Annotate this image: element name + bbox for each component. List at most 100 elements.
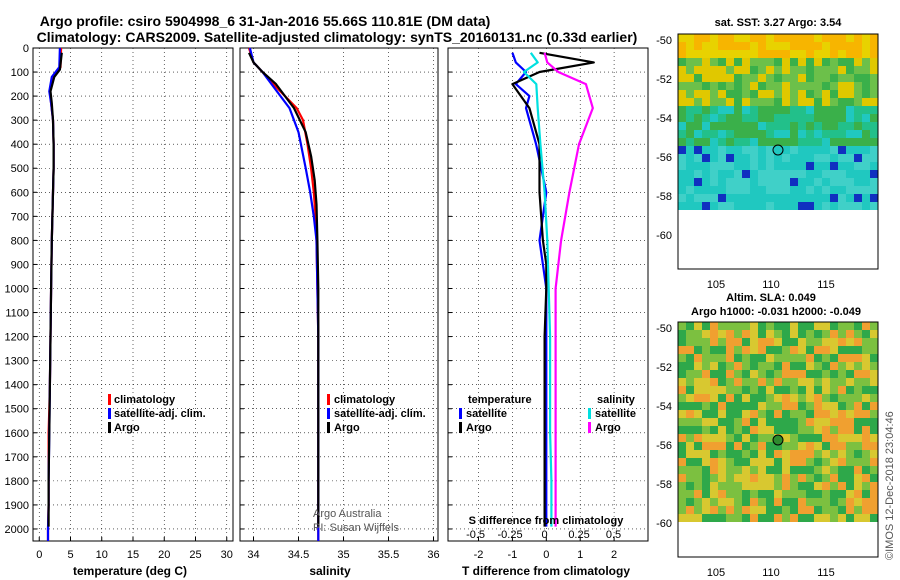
map-cell xyxy=(814,162,822,170)
lon-tick-label: 110 xyxy=(762,567,780,579)
map-cell xyxy=(686,410,694,418)
map-cell xyxy=(806,466,814,474)
map-cell xyxy=(678,394,686,402)
map-cell xyxy=(710,418,718,426)
map-cell xyxy=(734,450,742,458)
x-tick-label: 34 xyxy=(247,549,259,561)
map-cell xyxy=(718,474,726,482)
series-line-argo xyxy=(248,52,320,527)
map-cell xyxy=(814,98,822,106)
map-cell xyxy=(686,498,694,506)
map-cell xyxy=(806,410,814,418)
map-cell xyxy=(766,210,774,218)
imos-stamp: ©IMOS 12-Dec-2018 23:04:46 xyxy=(884,411,896,560)
map-cell xyxy=(694,346,702,354)
map-cell xyxy=(822,506,830,514)
map-cell xyxy=(710,138,718,146)
map-cell xyxy=(742,354,750,362)
map-cell xyxy=(870,514,878,522)
map-cell xyxy=(742,346,750,354)
map-cell xyxy=(870,194,878,202)
map-cell xyxy=(710,402,718,410)
s-difference-axis-label: S difference from climatology xyxy=(469,515,625,527)
sla-argo-marker xyxy=(772,434,784,446)
map-cell xyxy=(830,122,838,130)
map-cell xyxy=(790,154,798,162)
legend-swatch-climatology xyxy=(108,394,111,405)
map-cell xyxy=(838,426,846,434)
map-cell xyxy=(750,90,758,98)
lat-tick-label: -50 xyxy=(656,35,672,47)
map-cell xyxy=(838,354,846,362)
map-cell xyxy=(718,482,726,490)
map-cell xyxy=(718,418,726,426)
map-cell xyxy=(790,402,798,410)
map-cell xyxy=(718,34,726,42)
map-cell xyxy=(734,66,742,74)
map-cell xyxy=(710,50,718,58)
map-cell xyxy=(726,194,734,202)
map-cell xyxy=(774,210,782,218)
map-cell xyxy=(726,210,734,218)
map-cell xyxy=(678,506,686,514)
map-cell xyxy=(782,50,790,58)
map-cell xyxy=(734,122,742,130)
map-cell xyxy=(734,322,742,330)
map-cell xyxy=(854,362,862,370)
map-cell xyxy=(702,218,710,226)
map-cell xyxy=(782,418,790,426)
map-cell xyxy=(702,378,710,386)
map-cell xyxy=(838,218,846,226)
map-cell xyxy=(734,218,742,226)
x-tick-label: 20 xyxy=(158,549,170,561)
map-cell xyxy=(678,490,686,498)
map-cell xyxy=(710,410,718,418)
map-cell xyxy=(814,90,822,98)
map-cell xyxy=(822,410,830,418)
map-cell xyxy=(790,362,798,370)
map-cell xyxy=(702,450,710,458)
series-line-t-argo xyxy=(511,51,595,527)
map-cell xyxy=(678,458,686,466)
map-cell xyxy=(838,442,846,450)
map-cell xyxy=(774,178,782,186)
map-cell xyxy=(766,442,774,450)
map-cell xyxy=(774,506,782,514)
map-cell xyxy=(822,482,830,490)
map-cell xyxy=(710,386,718,394)
map-cell xyxy=(838,394,846,402)
map-cell xyxy=(814,442,822,450)
map-cell xyxy=(854,154,862,162)
map-cell xyxy=(838,370,846,378)
salinity-axis-label: salinity xyxy=(309,564,351,578)
map-cell xyxy=(702,146,710,154)
map-cell xyxy=(782,514,790,522)
map-cell xyxy=(758,162,766,170)
map-cell xyxy=(854,34,862,42)
map-cell xyxy=(854,58,862,66)
map-cell xyxy=(758,490,766,498)
map-cell xyxy=(862,218,870,226)
map-cell xyxy=(726,514,734,522)
x-tick-label: 35.5 xyxy=(378,549,399,561)
map-cell xyxy=(798,330,806,338)
map-cell xyxy=(782,178,790,186)
map-cell xyxy=(726,346,734,354)
map-cell xyxy=(830,474,838,482)
map-cell xyxy=(758,386,766,394)
map-cell xyxy=(758,434,766,442)
map-cell xyxy=(790,338,798,346)
map-cell xyxy=(846,410,854,418)
map-cell xyxy=(758,82,766,90)
map-cell xyxy=(742,50,750,58)
map-cell xyxy=(734,162,742,170)
map-cell xyxy=(814,354,822,362)
map-cell xyxy=(782,146,790,154)
map-cell xyxy=(726,410,734,418)
map-cell xyxy=(790,34,798,42)
map-cell xyxy=(814,154,822,162)
map-cell xyxy=(750,394,758,402)
map-cell xyxy=(870,210,878,218)
map-cell xyxy=(838,210,846,218)
map-cell xyxy=(870,74,878,82)
